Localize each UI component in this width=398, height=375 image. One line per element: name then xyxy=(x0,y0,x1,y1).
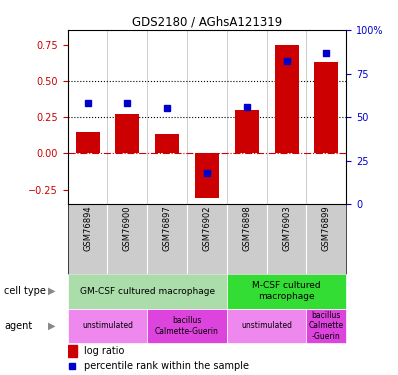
Bar xyxy=(275,45,298,153)
Bar xyxy=(314,62,338,153)
Text: GSM76900: GSM76900 xyxy=(123,206,132,251)
Text: log ratio: log ratio xyxy=(84,346,125,356)
Text: GSM76898: GSM76898 xyxy=(242,206,251,251)
Bar xyxy=(155,135,179,153)
Text: ▶: ▶ xyxy=(48,321,55,331)
Text: bacillus
Calmette
-Guerin: bacillus Calmette -Guerin xyxy=(309,311,344,341)
Bar xyxy=(227,309,306,344)
Text: ▶: ▶ xyxy=(48,286,55,296)
Text: unstimulated: unstimulated xyxy=(241,321,292,330)
Bar xyxy=(76,132,100,153)
Text: unstimulated: unstimulated xyxy=(82,321,133,330)
Bar xyxy=(306,309,346,344)
Bar xyxy=(195,153,219,198)
Bar xyxy=(68,309,147,344)
Bar xyxy=(227,274,346,309)
Text: bacillus
Calmette-Guerin: bacillus Calmette-Guerin xyxy=(155,316,219,336)
Title: GDS2180 / AGhsA121319: GDS2180 / AGhsA121319 xyxy=(132,16,282,29)
Text: GM-CSF cultured macrophage: GM-CSF cultured macrophage xyxy=(80,286,215,296)
Text: GSM76894: GSM76894 xyxy=(83,206,92,251)
Text: cell type: cell type xyxy=(4,286,46,296)
Bar xyxy=(235,110,259,153)
Text: agent: agent xyxy=(4,321,32,331)
Bar xyxy=(68,274,227,309)
Bar xyxy=(68,345,78,357)
Text: GSM76902: GSM76902 xyxy=(203,206,211,251)
Bar xyxy=(115,114,139,153)
Text: percentile rank within the sample: percentile rank within the sample xyxy=(84,361,250,370)
Text: M-CSF cultured
macrophage: M-CSF cultured macrophage xyxy=(252,282,321,301)
Text: GSM76899: GSM76899 xyxy=(322,206,331,251)
Text: GSM76897: GSM76897 xyxy=(163,206,172,251)
Bar xyxy=(147,309,227,344)
Text: GSM76903: GSM76903 xyxy=(282,206,291,251)
